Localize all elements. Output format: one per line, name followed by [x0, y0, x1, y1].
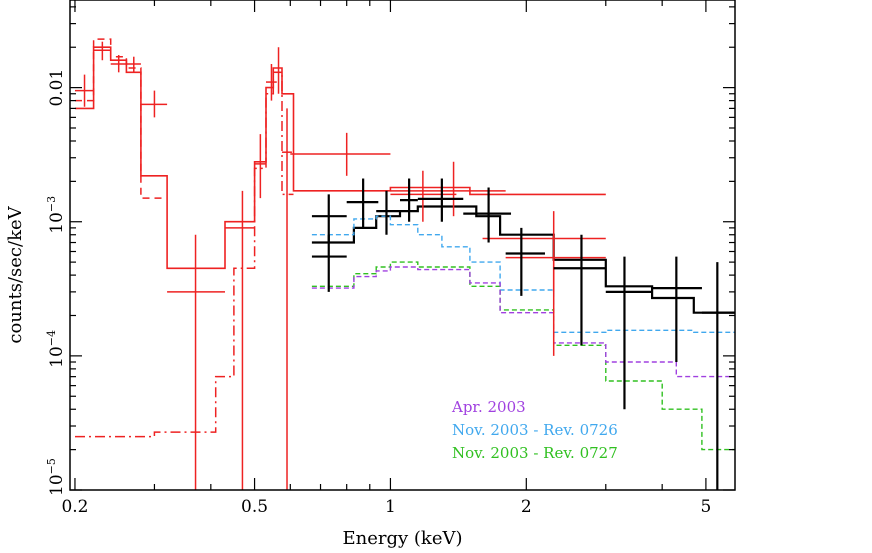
legend-entry: Nov. 2003 - Rev. 0726 [452, 421, 618, 439]
x-tick-label: 0.5 [241, 497, 268, 517]
data-point [140, 90, 168, 118]
x-tick-label: 2 [521, 497, 532, 517]
y-tick-label: 0.01 [47, 69, 67, 107]
model-line-3 [311, 205, 735, 314]
model-line-6 [311, 266, 735, 378]
y-tick-labels: 10−5 10−4 10−3 0.01 [45, 69, 67, 496]
plot-frame [69, 0, 736, 491]
data-point [281, 108, 292, 490]
x-axis-title: Energy (keV) [342, 528, 462, 549]
data-point [254, 134, 266, 199]
y-tick-label: 10−4 [45, 330, 67, 368]
x-tick-label: 0.2 [61, 497, 88, 517]
data-point [290, 132, 391, 176]
data-point [265, 63, 277, 101]
legend: Apr. 2003 Nov. 2003 - Rev. 0726 Nov. 2003 … [451, 398, 618, 462]
data-point [225, 190, 255, 490]
data-point [275, 47, 282, 94]
legend-entry: Nov. 2003 - Rev. 0727 [452, 444, 618, 462]
data-point [417, 178, 464, 222]
data-point [126, 56, 141, 73]
y-axis-title: counts/sec/keV [5, 205, 26, 343]
data-point [376, 190, 400, 235]
model-line-4 [311, 215, 735, 333]
data-point [553, 234, 606, 346]
data-point [463, 187, 512, 243]
y-tick-label: 10−5 [45, 458, 67, 496]
data-point [605, 256, 653, 410]
data-point [311, 194, 347, 243]
model-line-1 [75, 38, 168, 199]
model-line-2 [75, 71, 294, 438]
data-point [167, 234, 226, 490]
data-point [390, 170, 457, 222]
data-point [399, 178, 418, 222]
data-point [346, 178, 379, 228]
data-point [93, 41, 111, 61]
data-point [311, 234, 347, 292]
axis-ticks [70, 0, 735, 491]
x-tick-label: 1 [385, 497, 396, 517]
data-point [505, 227, 545, 296]
data-point [74, 74, 94, 107]
x-tick-label: 5 [700, 497, 711, 517]
x-tick-labels: 0.2 0.5 1 2 5 [61, 497, 711, 517]
plot-area [74, 38, 735, 490]
data-point [701, 262, 735, 490]
data-point [110, 55, 127, 73]
legend-entry: Apr. 2003 [451, 398, 526, 416]
data-point [652, 256, 702, 363]
y-tick-label: 10−3 [45, 196, 67, 234]
